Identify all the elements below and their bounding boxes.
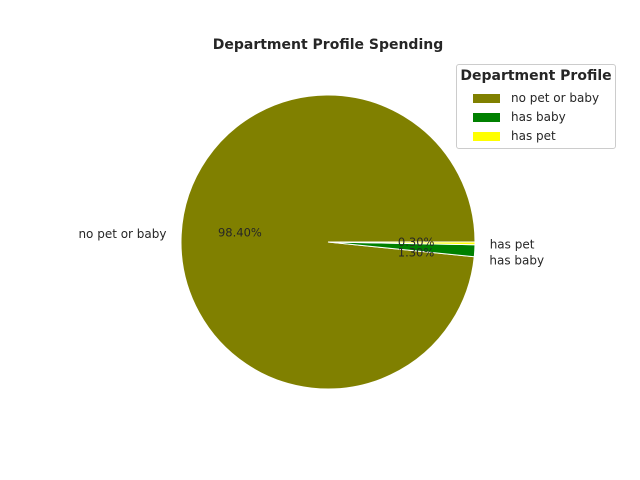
pie-slice-has-pet: [327, 241, 476, 246]
legend-label: no pet or baby: [511, 91, 600, 105]
slice-percent-label: 98.40%: [218, 226, 262, 240]
legend-title: Department Profile: [460, 68, 612, 84]
legend-item-no-pet-or-baby: no pet or baby: [473, 90, 599, 106]
legend-swatch: [473, 112, 500, 122]
legend-label: has baby: [511, 110, 566, 124]
slice-percent-label: 1.30%: [398, 245, 435, 259]
pie-slices: [180, 94, 476, 390]
slice-label: has baby: [489, 254, 544, 268]
legend-item-has-pet: has pet: [473, 128, 556, 144]
legend-swatch: [473, 131, 500, 141]
slice-percent-label: 0.30%: [398, 235, 435, 249]
legend: Department Profile no pet or baby has ba…: [456, 64, 616, 149]
slice-label: no pet or baby: [78, 227, 166, 241]
chart-title: Department Profile Spending: [213, 37, 444, 53]
legend-swatch: [473, 93, 500, 103]
legend-item-has-baby: has baby: [473, 109, 566, 125]
pie-labels: no pet or baby 98.40% has baby 1.30% has pet…: [78, 226, 544, 268]
legend-label: has pet: [511, 129, 556, 143]
slice-label: has pet: [490, 238, 535, 252]
